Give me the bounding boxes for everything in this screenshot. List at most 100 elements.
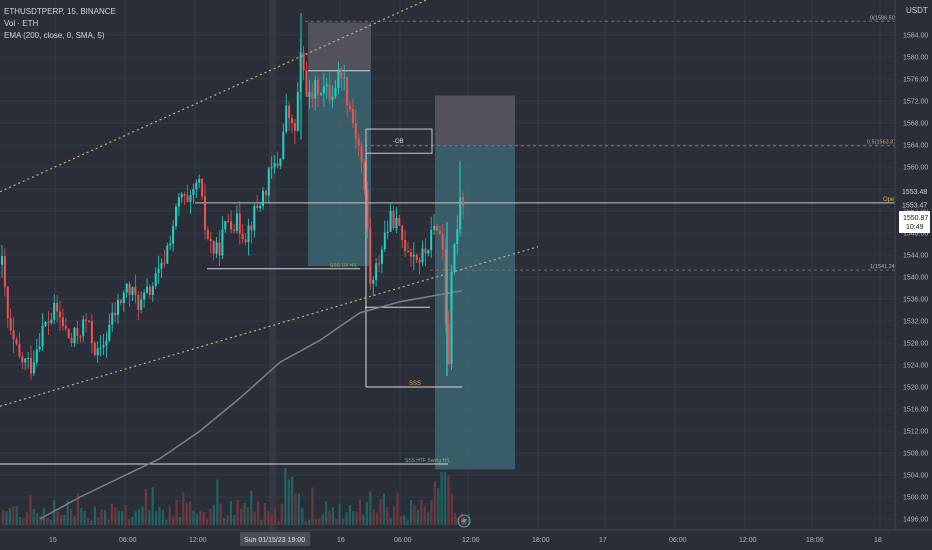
candle[interactable]	[320, 93, 322, 95]
candle[interactable]	[424, 248, 427, 254]
candle[interactable]	[311, 92, 314, 99]
candle[interactable]	[450, 272, 453, 365]
candle[interactable]	[438, 230, 441, 234]
candle[interactable]	[264, 190, 267, 196]
candle[interactable]	[273, 163, 276, 168]
candle[interactable]	[117, 300, 119, 315]
candle[interactable]	[99, 347, 102, 349]
candle[interactable]	[386, 231, 389, 233]
candle[interactable]	[325, 84, 328, 87]
candle[interactable]	[140, 299, 143, 310]
candle[interactable]	[137, 294, 140, 310]
candle[interactable]	[331, 96, 334, 101]
candle[interactable]	[151, 286, 154, 295]
candle[interactable]	[421, 248, 424, 263]
candle[interactable]	[224, 221, 227, 230]
candle[interactable]	[212, 241, 215, 254]
candle[interactable]	[119, 300, 122, 304]
candle[interactable]	[279, 158, 282, 167]
candle[interactable]	[430, 229, 433, 251]
candle[interactable]	[456, 229, 459, 245]
candle[interactable]	[186, 195, 189, 202]
candle[interactable]	[328, 84, 331, 101]
candle[interactable]	[308, 92, 311, 97]
candle[interactable]	[389, 210, 392, 232]
candle[interactable]	[128, 283, 131, 295]
volume-indicator-label[interactable]: Vol · ETH	[4, 19, 39, 28]
candle[interactable]	[412, 254, 415, 257]
candle[interactable]	[415, 254, 418, 260]
candle[interactable]	[235, 213, 238, 231]
candle[interactable]	[163, 262, 166, 264]
candle[interactable]	[76, 327, 79, 336]
candle[interactable]	[462, 197, 465, 207]
candle[interactable]	[447, 324, 450, 365]
candle[interactable]	[32, 362, 35, 374]
candle[interactable]	[15, 339, 18, 344]
candle[interactable]	[256, 205, 259, 209]
candle[interactable]	[366, 189, 369, 229]
candle[interactable]	[70, 338, 73, 343]
candle[interactable]	[82, 319, 85, 337]
candle[interactable]	[157, 268, 160, 274]
candle[interactable]	[204, 196, 206, 230]
candle[interactable]	[346, 77, 349, 106]
candle[interactable]	[50, 319, 53, 323]
candle[interactable]	[247, 225, 250, 243]
candle[interactable]	[154, 273, 157, 287]
candle[interactable]	[302, 52, 305, 71]
candle[interactable]	[189, 195, 192, 202]
candle[interactable]	[195, 182, 198, 190]
candle[interactable]	[125, 283, 128, 293]
candle[interactable]	[407, 250, 409, 253]
candle[interactable]	[175, 206, 177, 227]
candle[interactable]	[192, 189, 195, 196]
candle[interactable]	[1, 256, 3, 265]
candle[interactable]	[146, 286, 148, 293]
candle[interactable]	[427, 250, 430, 254]
candle[interactable]	[241, 233, 244, 240]
candle[interactable]	[38, 346, 41, 350]
candle[interactable]	[227, 221, 230, 223]
candle[interactable]	[378, 263, 380, 265]
candle[interactable]	[166, 245, 169, 264]
candle[interactable]	[262, 190, 264, 207]
candle[interactable]	[296, 91, 299, 131]
candle[interactable]	[215, 242, 218, 254]
candle[interactable]	[398, 218, 401, 226]
candle[interactable]	[209, 238, 212, 242]
candle[interactable]	[30, 357, 32, 374]
candle[interactable]	[253, 205, 256, 231]
candle[interactable]	[67, 328, 70, 339]
candle[interactable]	[90, 321, 93, 343]
candle[interactable]	[183, 194, 186, 196]
candle[interactable]	[375, 263, 378, 280]
candle[interactable]	[230, 221, 233, 230]
candle[interactable]	[218, 242, 221, 256]
candle[interactable]	[372, 279, 375, 284]
candle[interactable]	[18, 343, 21, 357]
candle[interactable]	[276, 163, 279, 167]
candle[interactable]	[44, 322, 47, 327]
candle[interactable]	[238, 213, 241, 234]
candle[interactable]	[201, 178, 204, 197]
candle[interactable]	[172, 226, 175, 244]
candle[interactable]	[177, 197, 180, 207]
candle[interactable]	[27, 357, 30, 359]
candle[interactable]	[322, 86, 325, 94]
candle[interactable]	[114, 312, 117, 315]
candle[interactable]	[267, 168, 270, 196]
candle[interactable]	[122, 292, 125, 304]
candle[interactable]	[35, 349, 38, 363]
candle[interactable]	[404, 240, 407, 251]
candle[interactable]	[64, 325, 67, 329]
currency-label[interactable]: USDT	[906, 6, 928, 15]
candle[interactable]	[160, 262, 163, 269]
candle[interactable]	[291, 118, 293, 123]
candle[interactable]	[337, 69, 340, 88]
candle[interactable]	[259, 206, 262, 209]
candle[interactable]	[401, 225, 404, 241]
candle[interactable]	[93, 342, 96, 356]
candle[interactable]	[395, 218, 398, 229]
